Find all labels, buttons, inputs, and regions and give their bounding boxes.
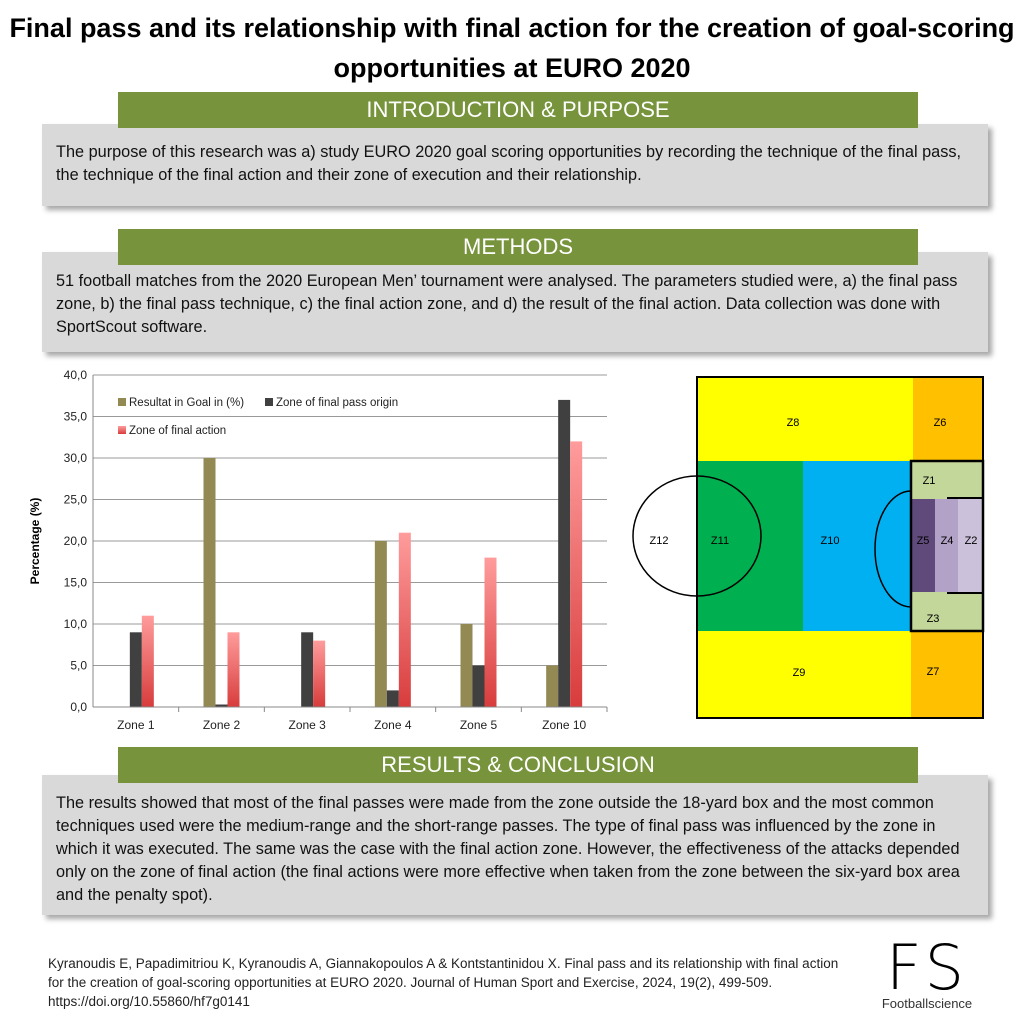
label-z9: Z9 <box>793 667 806 679</box>
zone-z10 <box>803 461 911 631</box>
bar-zone-of-final-action <box>313 640 326 707</box>
penalty-arc <box>874 490 912 608</box>
bar-resultat-in-goal-in- <box>374 541 387 707</box>
bar-zone-of-final-action <box>141 615 154 707</box>
label-z4: Z4 <box>941 535 954 547</box>
x-tick-label: Zone 10 <box>542 718 586 732</box>
y-tick-label: 0,0 <box>70 700 87 714</box>
bar-resultat-in-goal-in- <box>460 624 473 707</box>
bar-zone-of-final-pass-origin <box>558 399 571 707</box>
bar-chart: 0,0 5,0 10,0 15,0 20,0 25,0 30,0 35,0 40,0 Percen… <box>28 368 608 732</box>
x-tick-label: Zone 3 <box>288 718 326 732</box>
legend-label: Resultat in Goal in (%) <box>129 397 244 409</box>
six-yard-box <box>947 497 983 594</box>
bar-resultat-in-goal-in- <box>203 458 216 707</box>
intro-text: The purpose of this research was a) stud… <box>42 124 988 206</box>
y-axis-label: Percentage (%) <box>28 498 42 585</box>
zone-z4 <box>935 499 958 592</box>
pitch-zone-map: Z1 Z2 Z3 Z4 Z5 Z6 Z7 Z8 Z9 Z10 Z11 Z12 <box>632 376 985 719</box>
zone-z11 <box>697 461 803 631</box>
citation: Kyranoudis E, Papadimitriou K, Kyranoudi… <box>48 956 839 1009</box>
label-z12: Z12 <box>650 535 669 547</box>
legend-swatch <box>118 398 126 406</box>
x-tick-label: Zone 2 <box>203 718 241 732</box>
intro-heading: INTRODUCTION & PURPOSE <box>118 92 918 128</box>
bar-zone-of-final-action <box>484 557 497 707</box>
zone-z9 <box>697 631 911 718</box>
y-tick-label: 15,0 <box>64 576 88 590</box>
y-tick-label: 20,0 <box>64 534 88 548</box>
x-tick-label: Zone 5 <box>460 718 498 732</box>
y-tick-label: 35,0 <box>64 410 88 424</box>
bar-zone-of-final-pass-origin <box>215 704 228 707</box>
label-z6: Z6 <box>934 417 947 429</box>
pitch-outline <box>696 376 984 719</box>
results-text: The results showed that most of the fina… <box>42 775 988 915</box>
bar-resultat-in-goal-in- <box>546 665 559 707</box>
legend-swatch <box>265 398 273 406</box>
label-z3: Z3 <box>927 613 940 625</box>
x-tick-label: Zone 1 <box>117 718 155 732</box>
label-z10: Z10 <box>821 535 840 547</box>
y-tick-label: 25,0 <box>64 493 88 507</box>
bar-zone-of-final-action <box>570 441 583 707</box>
label-z2: Z2 <box>965 535 978 547</box>
legend-label: Zone of final pass origin <box>276 397 398 409</box>
zone-z7 <box>911 631 983 718</box>
bar-zone-of-final-pass-origin <box>472 665 485 707</box>
footballscience-logo: FS Footballscience <box>866 931 988 1012</box>
legend-label: Zone of final action <box>129 425 226 437</box>
bar-zone-of-final-pass-origin <box>386 690 399 707</box>
bar-zone-of-final-pass-origin <box>129 632 142 707</box>
results-heading: RESULTS & CONCLUSION <box>118 747 918 783</box>
y-tick-label: 10,0 <box>64 617 88 631</box>
bar-zone-of-final-action <box>227 632 240 707</box>
zone-z5 <box>912 499 935 592</box>
y-tick-label: 30,0 <box>64 451 88 465</box>
bar-zone-of-final-action <box>398 532 411 707</box>
methods-text: 51 football matches from the 2020 Europe… <box>42 252 988 352</box>
label-z5: Z5 <box>917 535 930 547</box>
bar-zone-of-final-pass-origin <box>301 632 314 707</box>
logo-mark: FS <box>886 931 968 1004</box>
y-tick-label: 40,0 <box>64 368 88 382</box>
label-z8: Z8 <box>787 417 800 429</box>
methods-heading: METHODS <box>118 229 918 265</box>
logo-name: Footballscience <box>881 996 973 1011</box>
label-z1: Z1 <box>923 475 936 487</box>
page-title: Final pass and its relationship with fin… <box>9 13 1015 83</box>
legend-swatch <box>118 426 126 434</box>
zone-z2 <box>958 499 983 592</box>
zone-z6 <box>913 377 983 461</box>
y-tick-label: 5,0 <box>70 659 87 673</box>
label-z11: Z11 <box>711 535 729 547</box>
label-z7: Z7 <box>927 666 940 678</box>
x-tick-label: Zone 4 <box>374 718 412 732</box>
zone-z8 <box>697 377 913 461</box>
